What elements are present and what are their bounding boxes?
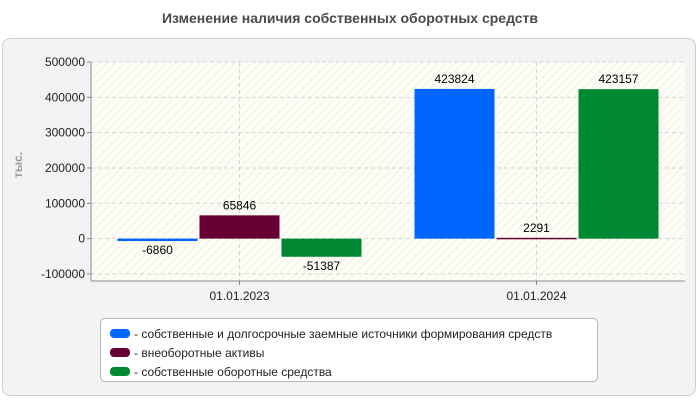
y-tick-label: 500000 — [45, 55, 85, 69]
y-tick-label: 200000 — [45, 161, 85, 175]
bar-value-label: -6860 — [142, 243, 173, 257]
bar — [578, 89, 659, 239]
grid-lines — [87, 61, 685, 285]
axes — [90, 62, 685, 282]
y-tick-labels: -100000 0 100000 200000 300000 400000 500000 — [41, 55, 85, 281]
y-tick-label: 300000 — [45, 126, 85, 140]
y-tick-label: -100000 — [41, 267, 85, 281]
legend: - собственные и долгосрочные заемные ист… — [100, 318, 598, 382]
bar-value-label: 2291 — [523, 221, 550, 235]
bar-value-label: 423157 — [598, 72, 638, 86]
legend-swatch-green — [110, 367, 130, 376]
legend-item: - собственные и долгосрочные заемные ист… — [110, 324, 597, 343]
bar — [281, 238, 362, 257]
bar-value-label: 423824 — [434, 72, 474, 86]
legend-swatch-maroon — [110, 348, 130, 357]
bar-value-label: 65846 — [223, 198, 257, 212]
bar — [117, 238, 198, 242]
chart-title: Изменение наличия собственных оборотных … — [161, 10, 539, 26]
data-labels: -6860 65846 -51387 423824 2291 423157 — [142, 72, 639, 273]
legend-swatch-blue — [110, 329, 130, 338]
x-tick-label: 01.01.2023 — [209, 289, 269, 303]
legend-label: - внеоборотные активы — [134, 345, 265, 360]
bar — [496, 237, 577, 240]
legend-item: - внеоборотные активы — [110, 343, 597, 362]
y-axis-label: тыс. — [11, 152, 25, 178]
bar — [414, 88, 495, 239]
x-tick-labels: 01.01.2023 01.01.2024 — [209, 289, 566, 303]
x-tick-label: 01.01.2024 — [506, 289, 566, 303]
legend-item: - собственные оборотные средства — [110, 362, 597, 381]
bar — [199, 215, 280, 239]
y-tick-label: 400000 — [45, 90, 85, 104]
bar-value-label: -51387 — [303, 259, 341, 273]
bar-group — [117, 88, 659, 257]
y-tick-label: 0 — [78, 232, 85, 246]
y-tick-label: 100000 — [45, 196, 85, 210]
legend-label: - собственные оборотные средства — [134, 364, 332, 379]
legend-label: - собственные и долгосрочные заемные ист… — [134, 326, 553, 341]
